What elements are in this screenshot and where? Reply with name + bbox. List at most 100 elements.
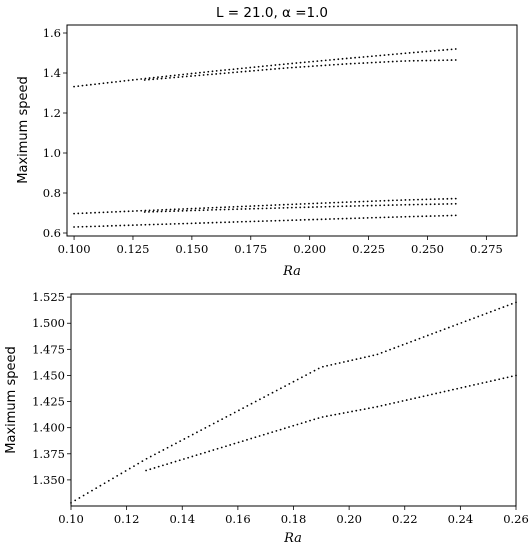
data-point xyxy=(115,80,117,83)
data-point xyxy=(204,427,207,429)
data-point xyxy=(387,60,390,63)
data-point xyxy=(173,208,176,211)
data-point xyxy=(384,350,387,353)
data-point xyxy=(199,222,201,224)
data-point xyxy=(408,59,411,62)
data-point xyxy=(431,332,433,335)
data-point xyxy=(450,214,453,217)
top-y-tick-label: 0.6 xyxy=(43,226,61,240)
data-point xyxy=(477,315,480,318)
data-point xyxy=(341,205,344,208)
data-point xyxy=(245,205,247,208)
data-point xyxy=(383,204,386,207)
data-point xyxy=(332,63,335,66)
data-point xyxy=(144,223,147,226)
data-point xyxy=(153,467,156,469)
data-point xyxy=(215,206,218,209)
data-point xyxy=(282,206,285,209)
top-y-tick-label: 1.0 xyxy=(43,146,61,160)
data-point xyxy=(401,344,404,346)
data-point xyxy=(206,209,209,211)
data-point xyxy=(299,206,302,209)
data-point xyxy=(311,65,314,68)
data-point xyxy=(316,65,318,67)
bottom-y-tick-label: 1.475 xyxy=(32,342,65,356)
data-point xyxy=(345,63,348,65)
data-point xyxy=(224,69,226,71)
data-point xyxy=(262,433,265,436)
data-point xyxy=(185,75,188,78)
data-point xyxy=(131,79,134,81)
data-point xyxy=(143,79,146,81)
data-point xyxy=(261,204,264,207)
data-point xyxy=(170,461,173,464)
data-point xyxy=(280,387,282,390)
data-point xyxy=(412,51,415,54)
data-point xyxy=(254,400,257,403)
data-point xyxy=(412,59,415,62)
data-point xyxy=(349,201,352,203)
data-point xyxy=(299,66,302,68)
data-point xyxy=(431,393,433,396)
data-point xyxy=(203,207,205,209)
data-point xyxy=(245,67,247,69)
data-point xyxy=(236,205,239,208)
top-x-tick-label: 0.100 xyxy=(58,242,91,256)
data-point xyxy=(468,384,471,387)
bottom-x-tick-label: 0.22 xyxy=(392,512,418,526)
data-point xyxy=(107,479,110,482)
data-point xyxy=(177,210,180,212)
data-point xyxy=(362,200,365,203)
data-point xyxy=(169,223,172,225)
data-point xyxy=(422,336,425,338)
data-point xyxy=(140,209,143,212)
data-point xyxy=(396,199,398,202)
data-point xyxy=(148,223,151,226)
data-point xyxy=(354,200,356,203)
top-series-0 xyxy=(73,48,457,88)
data-point xyxy=(362,62,365,64)
data-point xyxy=(401,400,404,402)
data-point xyxy=(283,427,286,430)
data-point xyxy=(443,390,446,393)
data-point xyxy=(433,215,436,217)
data-point xyxy=(433,198,436,201)
data-point xyxy=(202,74,205,76)
data-point xyxy=(82,494,85,497)
data-point xyxy=(337,201,340,204)
data-point xyxy=(245,220,247,223)
data-point xyxy=(412,198,415,201)
data-point xyxy=(404,215,407,218)
data-point xyxy=(164,77,167,80)
data-point xyxy=(290,66,293,69)
data-point xyxy=(433,59,436,62)
data-point xyxy=(366,61,369,64)
data-point xyxy=(182,222,185,225)
data-point xyxy=(274,219,277,222)
data-point xyxy=(351,359,354,362)
data-point xyxy=(78,497,81,499)
data-point xyxy=(136,224,138,226)
data-point xyxy=(353,62,356,65)
data-point xyxy=(77,85,80,88)
data-point xyxy=(282,203,285,206)
data-point xyxy=(324,202,327,204)
data-point xyxy=(275,389,278,392)
data-point xyxy=(291,219,294,222)
data-point xyxy=(345,57,348,60)
data-point xyxy=(418,396,421,399)
data-point xyxy=(196,431,198,434)
data-point xyxy=(102,82,105,85)
bottom-y-tick-label: 1.500 xyxy=(32,316,65,330)
data-point xyxy=(417,198,419,201)
data-point xyxy=(287,203,289,206)
data-point xyxy=(303,202,306,205)
data-point xyxy=(408,203,411,206)
data-point xyxy=(98,82,101,85)
data-point xyxy=(178,74,180,76)
data-point xyxy=(215,69,218,72)
data-point xyxy=(257,69,260,72)
data-point xyxy=(379,54,382,57)
data-point xyxy=(282,67,285,70)
data-point xyxy=(358,217,361,220)
